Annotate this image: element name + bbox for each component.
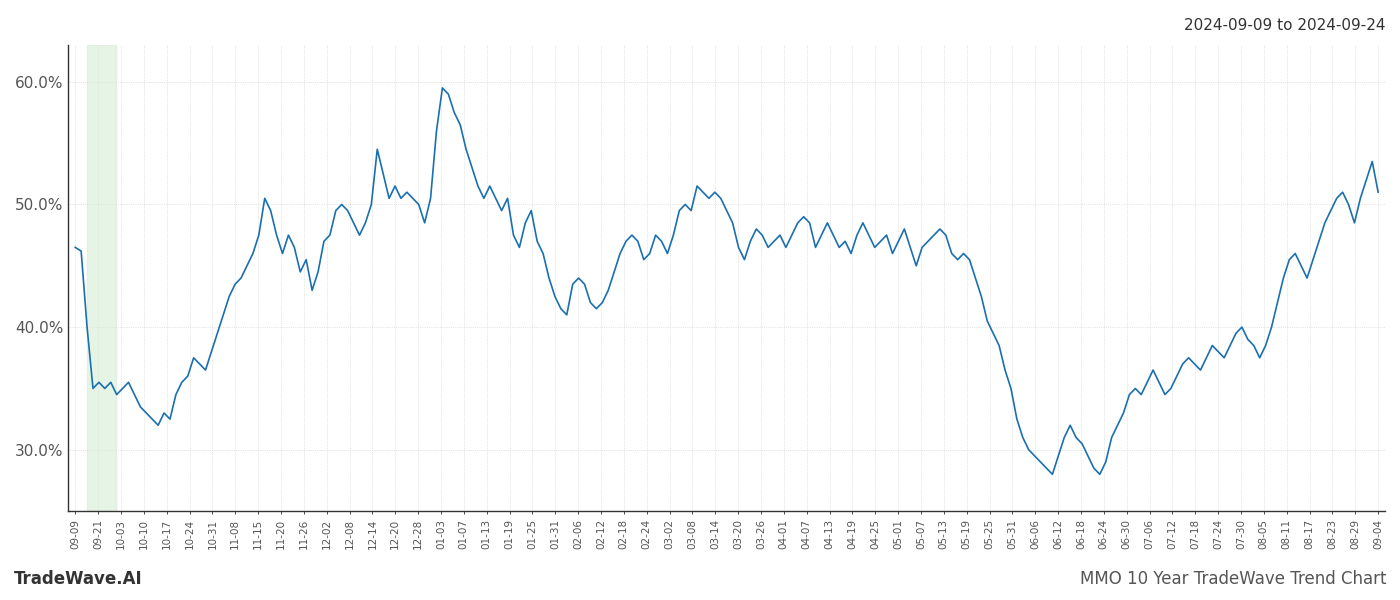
Text: TradeWave.AI: TradeWave.AI (14, 570, 143, 588)
Bar (87, 45, 116, 511)
Text: 2024-09-09 to 2024-09-24: 2024-09-09 to 2024-09-24 (1184, 18, 1386, 33)
Text: MMO 10 Year TradeWave Trend Chart: MMO 10 Year TradeWave Trend Chart (1079, 570, 1386, 588)
